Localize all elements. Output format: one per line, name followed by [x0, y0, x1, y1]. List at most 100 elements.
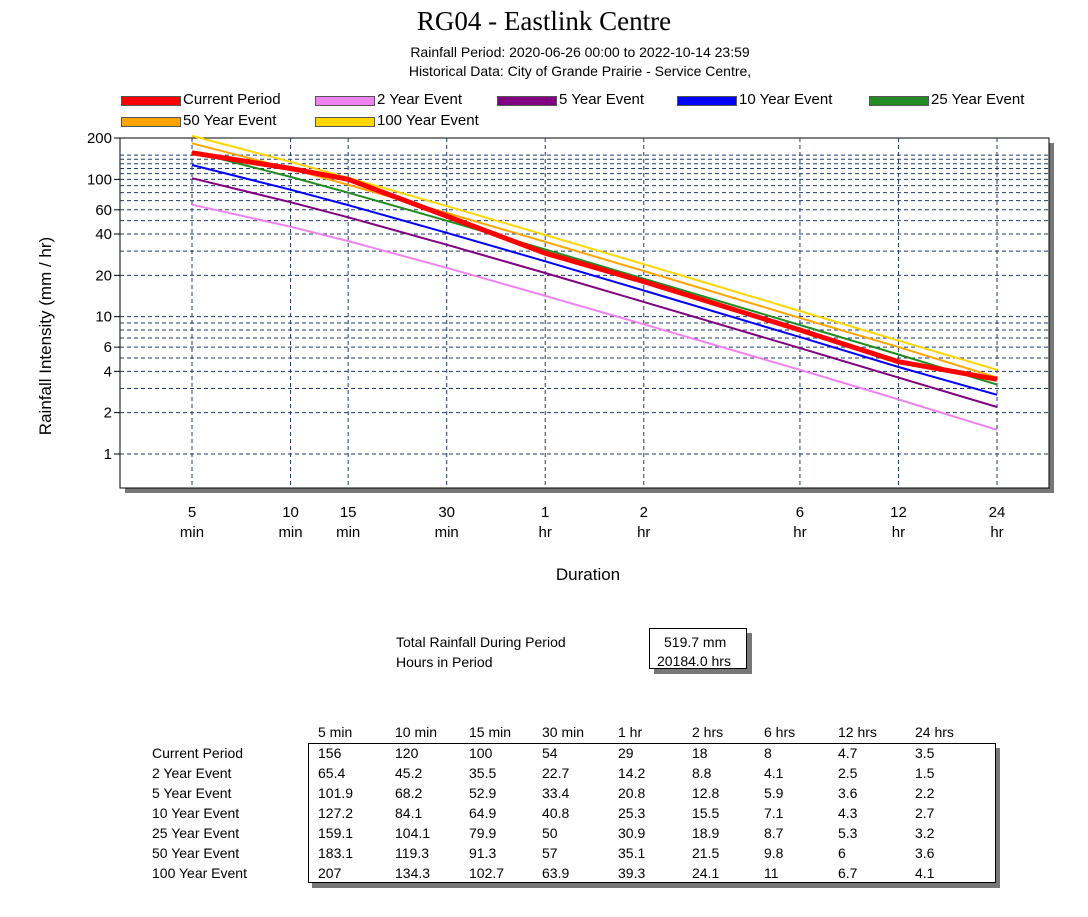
- table-cell: 30.9: [618, 825, 646, 841]
- table-cell: 134.3: [395, 865, 431, 881]
- y-tick-label: 40: [95, 226, 112, 243]
- legend-label: 25 Year Event: [931, 91, 1025, 108]
- table-cell: 183.1: [318, 845, 354, 861]
- legend-swatch-100-year: [315, 117, 375, 127]
- table-cell: 3.6: [915, 845, 935, 861]
- summary-box: 519.7 mm 20184.0 hrs: [649, 628, 752, 674]
- x-tick-unit: min: [278, 524, 302, 541]
- legend-label: 10 Year Event: [739, 91, 833, 108]
- table-cell: 101.9: [318, 785, 354, 801]
- x-tick-value: 10: [282, 504, 299, 521]
- table-cell: 64.9: [469, 805, 497, 821]
- table-column-header: 15 min: [469, 724, 512, 740]
- historical-data-subtitle: Historical Data: City of Grande Prairie …: [408, 63, 752, 79]
- table-row-label: 25 Year Event: [152, 825, 240, 841]
- table-column-header: 6 hrs: [764, 724, 796, 740]
- table-cell: 20.8: [618, 785, 646, 801]
- table-cell: 2.7: [915, 805, 935, 821]
- table-column-header: 12 hrs: [838, 724, 877, 740]
- table-cell: 4.3: [838, 805, 858, 821]
- legend-label: 100 Year Event: [377, 112, 479, 129]
- table-cell: 8.8: [692, 765, 712, 781]
- table-cell: 6: [838, 845, 846, 861]
- table-row-label: 100 Year Event: [152, 865, 247, 881]
- hours-in-period-label: Hours in Period: [396, 654, 493, 670]
- y-tick-label: 4: [104, 363, 112, 380]
- table-cell: 5.9: [764, 785, 784, 801]
- table-cell: 1.5: [915, 765, 935, 781]
- y-tick-label: 6: [104, 339, 112, 356]
- table-cell: 18.9: [692, 825, 720, 841]
- table-row-label: 5 Year Event: [152, 785, 232, 801]
- table-cell: 6.7: [838, 865, 858, 881]
- x-tick-unit: min: [435, 524, 459, 541]
- table-cell: 100: [469, 745, 493, 761]
- table-cell: 52.9: [469, 785, 497, 801]
- y-axis-label: Rainfall Intensity (mm / hr): [36, 236, 55, 436]
- table-cell: 7.1: [764, 805, 784, 821]
- plot-area: [119, 137, 1050, 489]
- table-cell: 21.5: [692, 845, 720, 861]
- table-cell: 5.3: [838, 825, 858, 841]
- x-tick-unit: hr: [637, 524, 650, 541]
- y-tick-label: 200: [87, 130, 112, 147]
- total-rainfall-label: Total Rainfall During Period: [396, 634, 566, 650]
- x-tick-value: 2: [640, 504, 648, 521]
- y-tick-label: 100: [87, 171, 112, 188]
- series-line-current-period: [191, 150, 998, 382]
- table-cell: 35.1: [618, 845, 646, 861]
- total-rainfall-value: 519.7 mm: [664, 634, 727, 650]
- series-line-25-year-event: [191, 150, 998, 386]
- table-cell: 14.2: [618, 765, 646, 781]
- table-cell: 4.7: [838, 745, 858, 761]
- x-tick-value: 30: [438, 504, 455, 521]
- table-cell: 8.7: [764, 825, 784, 841]
- table-cell: 79.9: [469, 825, 497, 841]
- table-cell: 91.3: [469, 845, 497, 861]
- table-cell: 9.8: [764, 845, 784, 861]
- legend-swatch-10-year: [677, 96, 737, 106]
- rainfall-period-subtitle: Rainfall Period: 2020-06-26 00:00 to 202…: [410, 44, 750, 60]
- summary-box-frame: [649, 628, 747, 669]
- x-tick-value: 15: [340, 504, 357, 521]
- series-line-5-year-event: [191, 177, 998, 408]
- table-cell: 24.1: [692, 865, 720, 881]
- table-cell: 39.3: [618, 865, 646, 881]
- table-cell: 12.8: [692, 785, 720, 801]
- table-cell: 45.2: [395, 765, 423, 781]
- y-tick-label: 60: [95, 202, 112, 219]
- x-tick-value: 6: [796, 504, 804, 521]
- x-tick-value: 1: [541, 504, 549, 521]
- series-line-2-year-event: [191, 203, 998, 431]
- chart-title: RG04 - Eastlink Centre: [416, 6, 672, 36]
- table-column-header: 24 hrs: [915, 724, 954, 740]
- table-row-label: 2 Year Event: [152, 765, 232, 781]
- table-cell: 119.3: [395, 845, 429, 861]
- table-cell: 54: [542, 745, 558, 761]
- x-tick-unit: min: [336, 524, 360, 541]
- table-cell: 65.4: [318, 765, 346, 781]
- table-cell: 3.2: [915, 825, 935, 841]
- y-tick-label: 10: [95, 309, 112, 326]
- table-cell: 8: [764, 745, 772, 761]
- table-column-header: 5 min: [318, 724, 353, 740]
- table-cell: 2.5: [838, 765, 858, 781]
- table-cell: 2.2: [915, 785, 935, 801]
- table-cell: 22.7: [542, 765, 570, 781]
- table-column-header: 1 hr: [618, 724, 643, 740]
- table-cell: 40.8: [542, 805, 570, 821]
- x-tick-unit: hr: [539, 524, 552, 541]
- table-cell: 84.1: [395, 805, 423, 821]
- table-cell: 11: [764, 865, 779, 881]
- table-cell: 15.5: [692, 805, 720, 821]
- x-tick-unit: hr: [793, 524, 806, 541]
- table-cell: 159.1: [318, 825, 354, 841]
- data-table-frame: [308, 743, 996, 883]
- table-cell: 63.9: [542, 865, 570, 881]
- table-cell: 33.4: [542, 785, 570, 801]
- legend-label: 50 Year Event: [183, 112, 277, 129]
- legend-label: 2 Year Event: [377, 91, 463, 108]
- x-tick-unit: min: [180, 524, 204, 541]
- legend-swatch-50-year: [121, 117, 181, 127]
